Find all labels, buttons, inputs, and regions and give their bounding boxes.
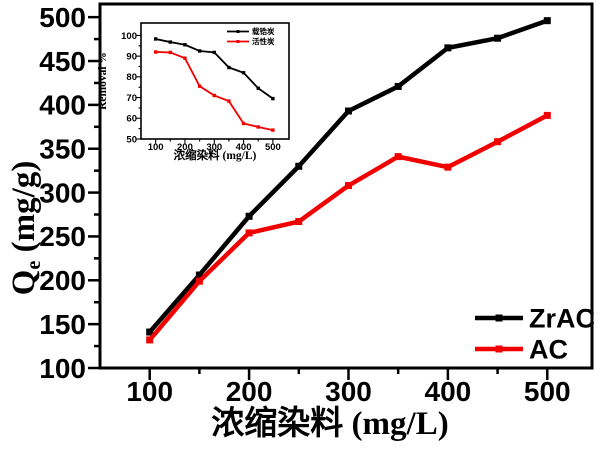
main-zrac-marker: [543, 17, 551, 25]
inset-y-tick-label: 50: [126, 134, 137, 145]
inset-series-1-marker: [183, 43, 187, 47]
inset-series-1-marker: [212, 50, 216, 55]
main-x-tick-label: 500: [524, 376, 571, 407]
inset-x-tick-label: 400: [236, 142, 252, 153]
inset-plot-frame: [140, 22, 290, 140]
main-zrac-marker: [295, 162, 303, 170]
main-x-axis-label: 浓缩染料 (mg/L): [211, 405, 448, 442]
inset-series-2-marker: [212, 93, 216, 98]
inset-series-1-marker: [153, 37, 158, 41]
main-ac-marker: [394, 153, 402, 161]
inset-x-axis-label: 浓缩染料 (mg/L): [174, 148, 257, 162]
main-ac-marker: [344, 182, 352, 190]
inset-series-2-marker: [183, 56, 187, 60]
main-legend-zrac-label: ZrAC: [529, 304, 595, 334]
inset-series-1-line: [154, 38, 274, 100]
main-x-tick-label: 100: [126, 376, 173, 407]
main-ac-marker: [146, 336, 154, 344]
main-y-tick-label: 200: [39, 265, 86, 296]
inset-legend-series-1-label: 载锆炭: [252, 26, 275, 36]
inset-legend-series-1-marker: [236, 30, 240, 33]
inset-y-axis-label: Removal %: [97, 52, 109, 110]
inset-series-1-marker: [227, 65, 231, 70]
main-y-tick-label: 150: [39, 309, 86, 340]
main-ac-marker: [543, 111, 551, 119]
main-y-tick-label: 100: [39, 353, 86, 384]
main-y-tick-label: 500: [39, 2, 86, 33]
inset-legend-series-2-label: 活性炭: [252, 36, 275, 46]
inset-series-2-marker: [197, 84, 202, 88]
inset-y-tick-label: 90: [126, 51, 137, 62]
main-zrac-line: [147, 18, 550, 335]
main-legend-zrac-marker: [495, 314, 503, 322]
inset-x-tick-label: 300: [206, 142, 222, 153]
main-zrac-marker: [245, 212, 253, 220]
inset-series-1-marker: [241, 71, 246, 75]
main-x-tick-label: 400: [425, 376, 472, 407]
main-plot-frame: [98, 2, 594, 370]
inset-x-tick-label: 200: [177, 142, 193, 153]
inset-y-tick-label: 100: [121, 31, 137, 42]
inset-y-tick-label: 70: [126, 93, 137, 104]
main-zrac-marker: [146, 328, 154, 336]
main-x-tick-label: 200: [226, 376, 273, 407]
main-zrac-marker: [494, 34, 502, 42]
main-y-tick-label: 450: [39, 46, 86, 77]
main-zrac-marker: [344, 107, 352, 115]
inset-legend-series-2-marker: [236, 40, 240, 43]
main-y-tick-label: 400: [39, 90, 86, 121]
main-y-tick-label: 300: [39, 177, 86, 208]
inset-series-2-marker: [227, 99, 231, 103]
inset-x-tick-label: 100: [148, 142, 164, 153]
inset-series-2-line: [154, 51, 274, 131]
inset-y-tick-label: 80: [126, 72, 137, 83]
main-legend-ac-marker: [495, 345, 503, 353]
inset-series-2-marker: [168, 50, 173, 55]
main-ac-marker: [295, 218, 303, 226]
main-zrac-marker: [444, 44, 452, 52]
main-ac-marker: [494, 138, 502, 146]
inset-series-1-marker: [256, 86, 260, 90]
inset-series-2-marker: [153, 50, 158, 54]
inset-series-1-marker: [197, 49, 202, 53]
inset-series-2-marker: [256, 125, 260, 129]
main-ac-marker: [195, 277, 203, 285]
main-ac-marker: [245, 229, 253, 237]
main-legend-ac-label: AC: [529, 335, 568, 365]
inset-series-1-marker: [168, 40, 173, 44]
main-zrac-marker: [195, 271, 203, 279]
main-x-tick-label: 300: [325, 376, 372, 407]
main-zrac-marker: [394, 82, 402, 90]
main-y-axis-label: Qe (mg/g): [6, 161, 45, 296]
main-y-tick-label: 350: [39, 134, 86, 165]
inset-series-2-marker: [241, 121, 246, 126]
inset-x-tick-label: 500: [265, 142, 281, 153]
inset-y-tick-label: 60: [126, 114, 137, 125]
inset-series-2-marker: [271, 128, 275, 132]
inset-series-1-marker: [271, 96, 275, 101]
main-y-tick-label: 250: [39, 221, 86, 252]
main-ac-marker: [444, 163, 452, 171]
